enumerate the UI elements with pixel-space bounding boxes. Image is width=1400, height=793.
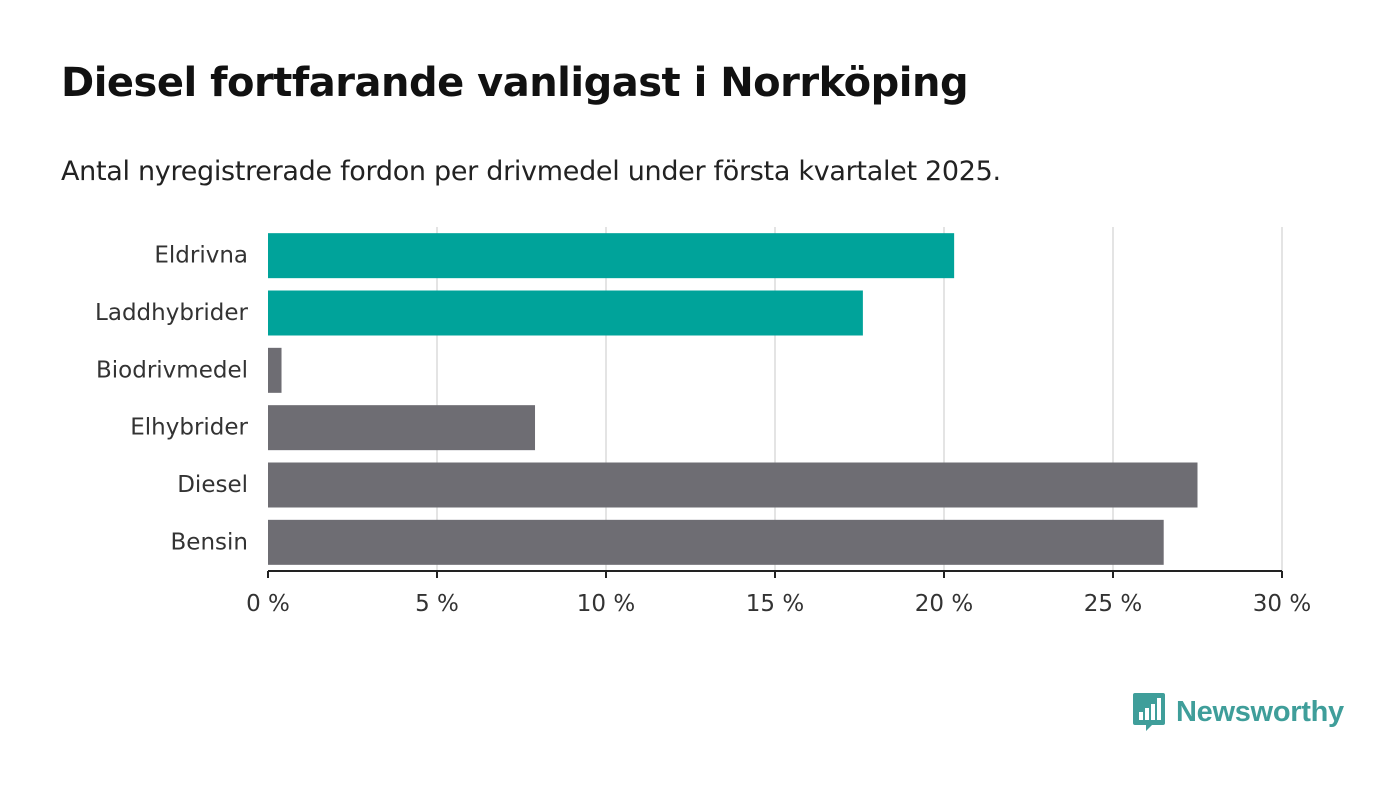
chart-subtitle: Antal nyregistrerade fordon per drivmede… (61, 156, 1001, 187)
x-tick-label: 30 % (1253, 591, 1311, 617)
x-tick-label: 15 % (746, 591, 804, 617)
bar-diesel (268, 462, 1198, 508)
x-tick-label: 10 % (577, 591, 635, 617)
bar-elhybrider (268, 405, 536, 451)
category-labels: Eldrivna Laddhybrider Biodrivmedel Elhybrid… (95, 243, 248, 556)
brand-logo: Newsworthy (1132, 692, 1344, 732)
bar-bensin (268, 519, 1164, 565)
bar-laddhybrider (268, 290, 863, 336)
category-label: Diesel (177, 472, 248, 498)
category-label: Eldrivna (154, 243, 248, 269)
x-axis: 0 % 5 % 10 % 15 % 20 % 25 % 30 % (246, 570, 1311, 617)
bars (268, 233, 1198, 565)
category-label: Laddhybrider (95, 300, 248, 326)
category-label: Bensin (171, 529, 248, 555)
x-tick-label: 0 % (246, 591, 290, 617)
newsworthy-logo-icon (1133, 693, 1165, 731)
x-tick-label: 5 % (415, 591, 459, 617)
bar-eldrivna (268, 233, 955, 279)
gridlines (436, 227, 1283, 571)
category-label: Elhybrider (130, 415, 248, 441)
brand-name: Newsworthy (1176, 695, 1344, 728)
bar-biodrivmedel (268, 347, 282, 393)
x-tick-label: 20 % (915, 591, 973, 617)
chart-title: Diesel fortfarande vanligast i Norrköpin… (61, 60, 969, 106)
x-tick-label: 25 % (1084, 591, 1142, 617)
category-label: Biodrivmedel (96, 357, 248, 383)
